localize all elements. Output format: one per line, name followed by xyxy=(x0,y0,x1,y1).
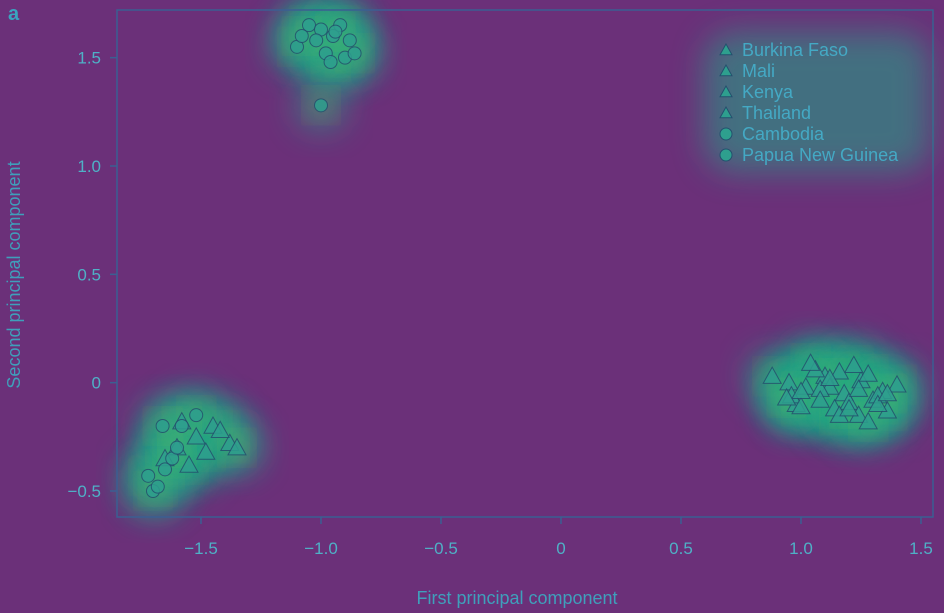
x-tick-label: −1.5 xyxy=(184,539,218,558)
data-point xyxy=(195,441,216,460)
legend-item: Kenya xyxy=(719,82,794,102)
data-point xyxy=(877,383,898,402)
data-point xyxy=(887,374,907,393)
data-point xyxy=(309,33,324,48)
data-point xyxy=(186,426,207,445)
y-tick-label: −0.5 xyxy=(67,482,101,501)
data-point xyxy=(810,389,831,408)
x-tick-label: 1.5 xyxy=(909,539,933,558)
x-tick-label: −0.5 xyxy=(424,539,458,558)
legend-label: Burkina Faso xyxy=(742,40,848,60)
data-point xyxy=(819,368,840,387)
legend-label: Papua New Guinea xyxy=(742,145,899,165)
legend-marker xyxy=(719,148,733,162)
data-point xyxy=(867,394,888,413)
data-point xyxy=(858,363,879,382)
legend: Burkina FasoMaliKenyaThailandCambodiaPap… xyxy=(704,32,930,172)
legend-marker xyxy=(719,84,733,98)
data-point xyxy=(776,387,797,406)
data-point xyxy=(347,46,362,61)
y-axis: −0.5 0 0.5 1.0 1.5 xyxy=(67,49,117,501)
legend-marker xyxy=(719,42,733,56)
y-tick-label: 0.5 xyxy=(77,265,101,284)
data-point xyxy=(858,411,879,430)
data-point xyxy=(227,437,247,456)
data-point xyxy=(800,353,821,371)
legend-label: Mali xyxy=(742,61,775,81)
data-point xyxy=(189,408,204,423)
y-tick-label: 1.5 xyxy=(77,49,101,68)
data-point xyxy=(829,361,850,380)
data-point xyxy=(762,366,783,384)
legend-item: Thailand xyxy=(719,103,811,123)
data-point xyxy=(174,419,189,433)
legend-item: Mali xyxy=(719,61,775,81)
legend-marker xyxy=(719,63,733,77)
data-point xyxy=(328,24,343,39)
legend-label: Kenya xyxy=(742,82,794,102)
data-point xyxy=(158,462,172,477)
x-axis: −1.5 −1.0 −0.5 0 0.5 1.0 1.5 xyxy=(184,517,933,558)
data-point xyxy=(779,372,799,391)
data-point xyxy=(302,18,316,33)
data-point xyxy=(155,419,170,433)
legend-marker xyxy=(719,127,733,141)
data-point xyxy=(141,468,156,483)
data-point xyxy=(342,33,357,48)
legend-glow xyxy=(704,32,930,172)
legend-label: Cambodia xyxy=(742,124,825,144)
legend-item: Papua New Guinea xyxy=(719,145,899,165)
data-point xyxy=(170,440,184,455)
data-point xyxy=(179,454,199,473)
data-point xyxy=(323,55,338,69)
data-point xyxy=(791,396,811,415)
x-tick-label: −1.0 xyxy=(304,539,338,558)
data-point xyxy=(848,379,869,397)
y-tick-label: 1.0 xyxy=(77,157,101,176)
data-points xyxy=(141,18,907,498)
data-point xyxy=(839,398,859,417)
data-point xyxy=(791,381,811,400)
y-axis-label: Second principal component xyxy=(4,161,24,388)
legend-label: Thailand xyxy=(742,103,811,123)
plot-frame xyxy=(116,9,934,518)
legend-item: Cambodia xyxy=(719,124,825,144)
data-point xyxy=(314,98,328,113)
legend-item: Burkina Faso xyxy=(719,40,848,60)
panel-label: a xyxy=(8,3,20,25)
x-tick-label: 1.0 xyxy=(789,539,813,558)
x-axis-label: First principal component xyxy=(416,588,617,608)
legend-marker xyxy=(719,105,733,119)
data-point xyxy=(294,29,309,43)
x-tick-label: 0 xyxy=(556,539,565,558)
y-tick-label: 0 xyxy=(92,374,101,393)
data-point xyxy=(150,479,165,494)
x-tick-label: 0.5 xyxy=(669,539,693,558)
data-point xyxy=(210,420,231,439)
data-point xyxy=(843,355,864,374)
